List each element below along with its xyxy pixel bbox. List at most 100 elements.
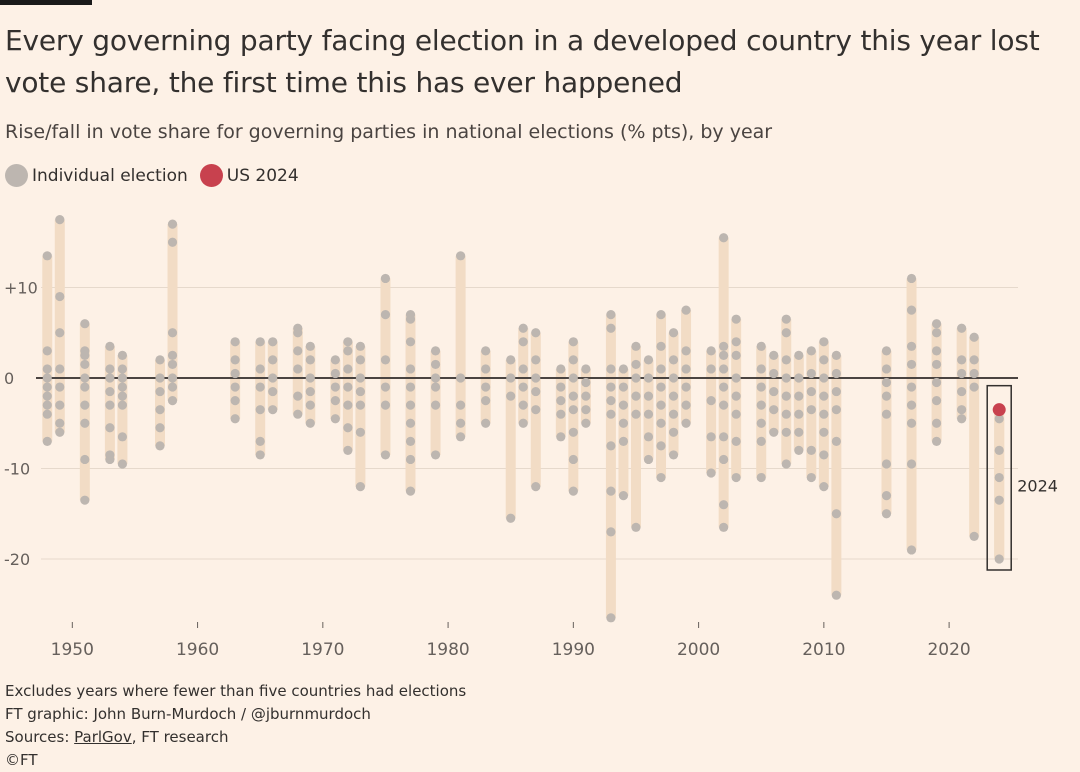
- election-dot: [756, 364, 766, 374]
- election-dot: [794, 445, 804, 455]
- election-dot: [343, 346, 353, 356]
- range-bar-1995: [630, 346, 641, 528]
- election-dot: [430, 346, 441, 356]
- election-dot: [155, 386, 165, 397]
- election-dot: [643, 373, 654, 383]
- election-dot: [355, 355, 366, 365]
- election-dot: [769, 427, 779, 437]
- election-dot: [719, 382, 729, 392]
- election-dot: [681, 382, 691, 392]
- election-dot: [42, 251, 52, 261]
- election-dot: [355, 482, 366, 492]
- election-dot: [994, 445, 1004, 455]
- election-dot: [706, 346, 716, 356]
- election-dot: [969, 332, 979, 342]
- election-dot: [931, 319, 942, 329]
- election-dot: [568, 486, 578, 496]
- election-dot: [606, 396, 616, 406]
- axis-layer: +10 0 -10 -20 1950 1960 1970 1980 1990 2000 2010 20…: [4, 279, 971, 661]
- y-tick-label: 0: [4, 369, 14, 388]
- election-dot: [230, 396, 240, 406]
- election-dot: [969, 368, 979, 379]
- legend-swatch-individual: [5, 164, 28, 187]
- election-dot: [656, 364, 666, 374]
- election-dot: [55, 427, 65, 437]
- election-dot: [881, 459, 892, 469]
- election-dot: [906, 459, 917, 469]
- election-dot: [618, 364, 629, 374]
- election-dot: [380, 355, 391, 365]
- election-dot: [380, 400, 391, 410]
- election-dot: [55, 291, 65, 302]
- election-dot: [293, 391, 303, 401]
- range-bar-1969: [305, 346, 316, 424]
- election-dot: [731, 337, 741, 347]
- election-dot: [969, 382, 979, 392]
- election-dot: [806, 445, 816, 455]
- election-dot: [719, 350, 729, 360]
- election-dot: [167, 382, 178, 392]
- election-dot: [994, 495, 1004, 505]
- election-dot: [806, 386, 816, 397]
- range-bar-1963: [230, 341, 241, 419]
- election-dot: [105, 423, 115, 433]
- election-dot: [330, 355, 340, 365]
- election-dot: [518, 337, 528, 347]
- election-dot: [380, 310, 391, 320]
- election-dot: [42, 391, 52, 401]
- election-dot: [606, 527, 616, 537]
- election-dot: [268, 373, 278, 383]
- election-dot: [506, 355, 516, 365]
- election-dot: [881, 491, 892, 501]
- election-dot: [80, 382, 90, 392]
- election-dot: [405, 364, 416, 374]
- election-dot: [781, 427, 791, 437]
- election-dot: [518, 400, 528, 410]
- election-dot: [531, 405, 541, 415]
- election-dot: [167, 359, 178, 370]
- election-dot: [167, 373, 178, 383]
- election-dot: [643, 409, 654, 419]
- election-dot: [568, 454, 578, 465]
- election-dot: [155, 441, 165, 451]
- election-dot: [556, 396, 566, 406]
- election-dot: [255, 436, 265, 446]
- election-dot: [618, 436, 629, 446]
- election-dot: [606, 310, 616, 320]
- election-dot: [405, 454, 416, 465]
- x-tick-label: 1980: [426, 640, 469, 660]
- election-dot: [155, 373, 165, 383]
- election-dot: [255, 450, 265, 460]
- election-dot: [881, 391, 892, 401]
- election-dot: [230, 337, 240, 347]
- sources-link-parlgov[interactable]: ParlGov: [74, 728, 132, 746]
- election-dot: [781, 459, 791, 469]
- election-dot: [794, 409, 804, 419]
- election-dot: [731, 314, 741, 324]
- election-dot: [117, 432, 128, 442]
- election-dot: [155, 423, 165, 433]
- election-dot: [155, 355, 165, 365]
- election-dot: [656, 472, 666, 483]
- election-dot: [681, 400, 691, 410]
- election-dot: [931, 418, 942, 428]
- election-dot: [781, 373, 791, 383]
- chart-subtitle: Rise/fall in vote share for governing pa…: [5, 121, 773, 143]
- election-dot: [581, 391, 591, 401]
- election-dot: [80, 319, 90, 329]
- election-dot: [668, 373, 679, 383]
- election-dot: [568, 373, 578, 383]
- range-bar-2005: [756, 346, 767, 478]
- y-tick-label: +10: [4, 279, 38, 298]
- election-dot: [931, 436, 942, 446]
- election-dot: [380, 450, 391, 460]
- election-dot: [931, 346, 942, 356]
- election-dot: [819, 391, 829, 401]
- election-dot: [55, 364, 65, 374]
- election-dot: [881, 377, 892, 388]
- election-dot: [481, 396, 491, 406]
- election-dot: [305, 355, 315, 365]
- election-dot: [581, 364, 591, 374]
- election-dot: [719, 454, 729, 465]
- election-dot: [518, 382, 528, 392]
